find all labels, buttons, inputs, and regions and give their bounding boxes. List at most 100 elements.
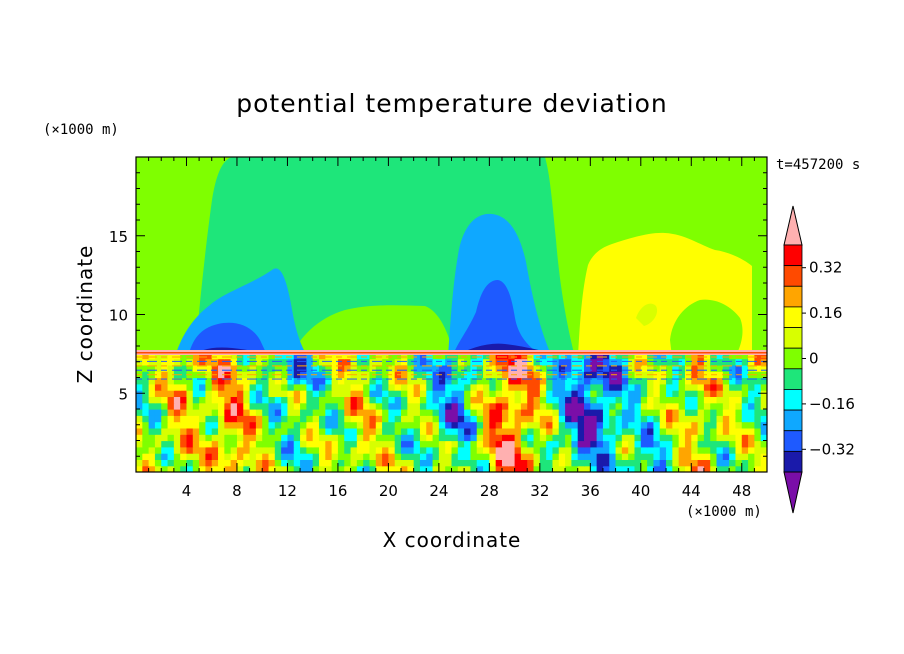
- field-cell: [268, 465, 276, 472]
- field-cell: [703, 396, 711, 404]
- field-cell: [621, 459, 629, 467]
- field-cell: [615, 434, 623, 442]
- field-cell: [243, 434, 251, 442]
- field-cell: [249, 465, 257, 472]
- field-cell: [363, 402, 371, 410]
- field-cell: [722, 358, 730, 366]
- field-cell: [621, 396, 629, 404]
- field-cell: [375, 364, 383, 372]
- field-cell: [325, 409, 333, 416]
- field-cell: [659, 409, 667, 416]
- field-cell: [218, 371, 225, 379]
- colorbar-segment: [783, 265, 803, 287]
- field-cell: [401, 434, 408, 442]
- field-cell: [501, 440, 509, 448]
- field-cell: [205, 421, 213, 429]
- field-cell: [224, 415, 232, 423]
- field-cell: [634, 364, 642, 372]
- field-cell: [211, 459, 219, 467]
- field-cell: [344, 396, 352, 404]
- field-cell: [173, 415, 181, 423]
- field-cell: [167, 453, 175, 460]
- field-cell: [558, 352, 566, 360]
- field-cell: [236, 427, 244, 435]
- field-cell: [684, 421, 692, 429]
- field-cell: [520, 409, 528, 416]
- field-cell: [703, 421, 711, 429]
- field-cell: [520, 383, 528, 391]
- field-cell: [596, 434, 604, 442]
- field-cell: [180, 415, 188, 423]
- field-cell: [325, 377, 333, 385]
- field-cell: [337, 390, 345, 397]
- field-cell: [508, 415, 516, 423]
- field-cell: [621, 446, 629, 454]
- field-cell: [672, 453, 680, 460]
- field-cell: [602, 446, 610, 454]
- field-cell: [382, 390, 389, 397]
- field-cell: [527, 364, 535, 372]
- field-cell: [539, 440, 547, 448]
- contour-field: [136, 157, 767, 472]
- field-cell: [754, 409, 762, 416]
- field-cell: [653, 434, 661, 442]
- field-cell: [394, 434, 402, 442]
- field-cell: [180, 409, 188, 416]
- field-cell: [281, 377, 289, 385]
- field-cell: [236, 364, 244, 372]
- field-cell: [224, 402, 232, 410]
- field-cell: [691, 440, 699, 448]
- field-cell: [394, 364, 402, 372]
- field-cell: [236, 453, 244, 460]
- field-cell: [760, 364, 767, 372]
- field-cell: [476, 409, 484, 416]
- field-cell: [691, 358, 699, 366]
- field-cell: [325, 383, 333, 391]
- field-cell: [394, 377, 402, 385]
- field-cell: [407, 415, 415, 423]
- field-cell: [249, 427, 257, 435]
- field-cell: [192, 427, 200, 435]
- field-cell: [148, 434, 156, 442]
- field-cell: [457, 465, 465, 472]
- field-cell: [344, 465, 352, 472]
- field-cell: [331, 383, 339, 391]
- field-cell: [508, 396, 516, 404]
- field-cell: [722, 352, 730, 360]
- field-cell: [571, 421, 579, 429]
- field-cell: [394, 440, 402, 448]
- field-cell: [735, 364, 743, 372]
- field-cell: [445, 421, 453, 429]
- field-cell: [596, 383, 604, 391]
- field-cell: [596, 415, 604, 423]
- field-cell: [318, 402, 326, 410]
- field-cell: [363, 453, 371, 460]
- field-cell: [520, 415, 528, 423]
- field-cell: [142, 409, 150, 416]
- field-cell: [678, 377, 686, 385]
- field-cell: [438, 402, 446, 410]
- field-cell: [274, 440, 282, 448]
- field-cell: [565, 396, 572, 404]
- field-cell: [508, 459, 516, 467]
- field-cell: [363, 440, 371, 448]
- field-cell: [161, 364, 169, 372]
- field-cell: [318, 434, 326, 442]
- field-cell: [268, 358, 276, 366]
- field-cell: [445, 440, 453, 448]
- field-cell: [653, 358, 661, 366]
- field-cell: [565, 358, 572, 366]
- field-cell: [666, 415, 673, 423]
- field-cell: [716, 427, 724, 435]
- field-cell: [596, 421, 604, 429]
- field-cell: [230, 434, 238, 442]
- field-cell: [306, 377, 314, 385]
- field-cell: [432, 377, 440, 385]
- field-cell: [710, 383, 718, 391]
- field-cell: [369, 434, 377, 442]
- field-cell: [312, 352, 320, 360]
- field-cell: [476, 402, 484, 410]
- field-cell: [274, 409, 282, 416]
- field-cell: [457, 358, 465, 366]
- field-cell: [577, 409, 585, 416]
